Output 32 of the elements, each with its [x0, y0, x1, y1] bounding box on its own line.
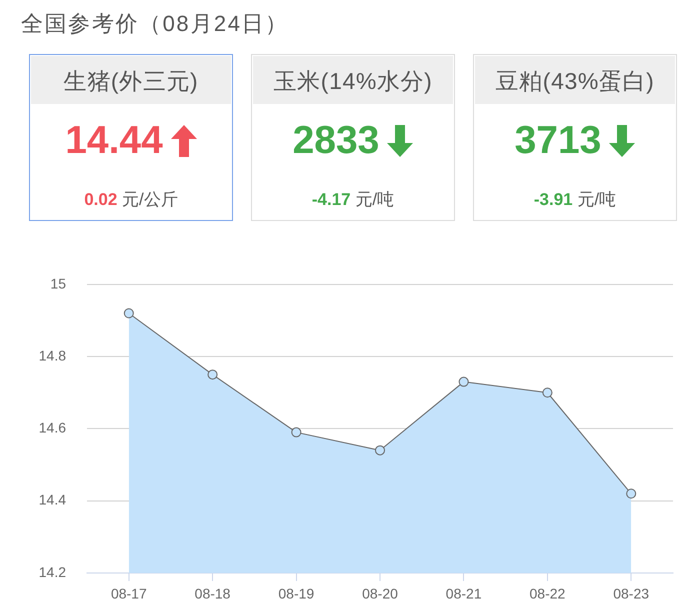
text: 元/吨 [354, 190, 394, 209]
data-label: 0.02 [84, 190, 118, 209]
category-label: 生猪(外三元) [31, 56, 231, 106]
text: 元/吨 [576, 190, 616, 209]
y-tick-label: 15 [50, 275, 66, 292]
point [375, 445, 385, 456]
x-tick-label: 08-20 [362, 585, 398, 602]
point [124, 308, 134, 318]
x-tick-label: 08-18 [194, 585, 231, 602]
data-label: 14.44 [65, 119, 163, 163]
y-tick-label: 14.6 [38, 420, 66, 436]
point [626, 488, 636, 499]
data-label: -4.17 [312, 190, 351, 209]
data-label: 2833 [292, 119, 380, 163]
data-label: 3713 [514, 119, 602, 163]
category-label: 豆粕(43%蛋白) [475, 56, 675, 106]
text: 元/公斤 [121, 190, 178, 209]
point [458, 376, 469, 387]
x-tick-label: 08-22 [530, 585, 566, 602]
data-label: -3.91 [534, 190, 573, 209]
x-tick-label: 08-23 [613, 585, 650, 602]
x-tick-label: 08-17 [110, 585, 147, 602]
point [208, 370, 218, 380]
x-tick-label: 08-19 [278, 585, 314, 602]
point [291, 427, 302, 438]
point [542, 388, 552, 398]
category-label: 玉米(14%水分) [253, 56, 453, 106]
y-tick-label: 14.2 [38, 564, 66, 580]
y-tick-label: 14.8 [38, 347, 66, 364]
y-tick-label: 14.4 [38, 492, 66, 508]
text: 全国参考价（08月24日） [21, 10, 289, 38]
x-tick-label: 08-21 [446, 585, 482, 602]
